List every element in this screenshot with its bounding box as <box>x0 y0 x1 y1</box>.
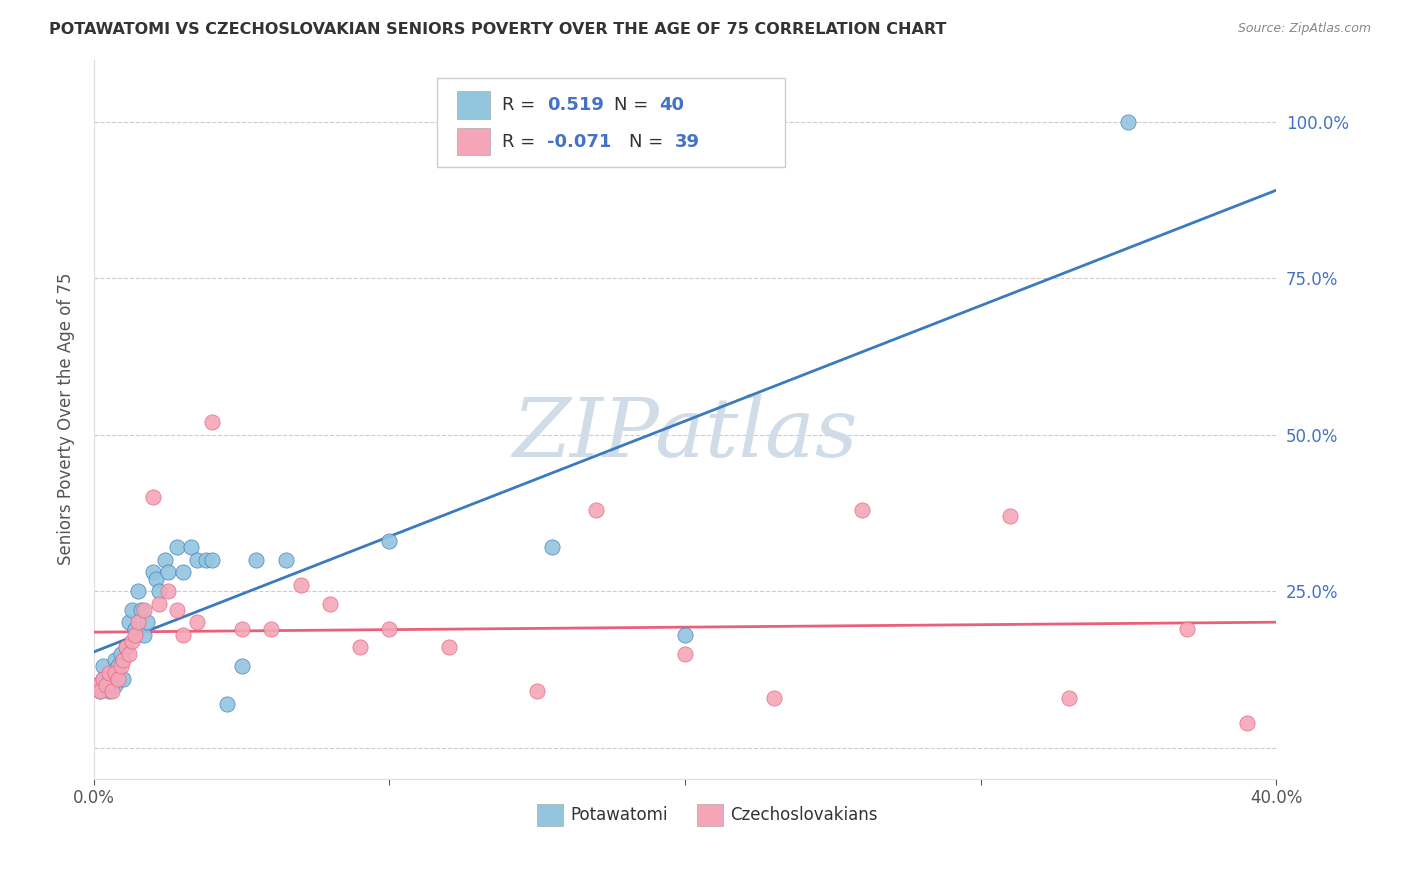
Point <box>172 566 194 580</box>
Point <box>91 659 114 673</box>
FancyBboxPatch shape <box>697 804 723 826</box>
Point <box>148 597 170 611</box>
FancyBboxPatch shape <box>537 804 564 826</box>
Point <box>274 553 297 567</box>
Point <box>195 553 218 567</box>
Point <box>134 628 156 642</box>
Point <box>142 491 165 505</box>
Point <box>86 678 108 692</box>
Point <box>201 415 224 429</box>
Text: R =: R = <box>502 133 541 151</box>
Point <box>290 578 312 592</box>
Text: 39: 39 <box>675 133 699 151</box>
Point <box>86 678 108 692</box>
Point <box>201 553 224 567</box>
Point <box>127 615 149 630</box>
Point <box>1177 622 1199 636</box>
Point <box>115 640 138 655</box>
Point <box>104 665 127 680</box>
Point <box>166 541 188 555</box>
FancyBboxPatch shape <box>457 128 489 155</box>
Point <box>107 672 129 686</box>
Point <box>142 566 165 580</box>
Point <box>998 509 1021 524</box>
Point <box>91 672 114 686</box>
Point <box>172 628 194 642</box>
Point <box>107 659 129 673</box>
Point <box>97 684 120 698</box>
Point <box>89 684 111 698</box>
Text: R =: R = <box>502 96 541 114</box>
Point <box>97 665 120 680</box>
Text: POTAWATOMI VS CZECHOSLOVAKIAN SENIORS POVERTY OVER THE AGE OF 75 CORRELATION CHA: POTAWATOMI VS CZECHOSLOVAKIAN SENIORS PO… <box>49 22 946 37</box>
Point <box>166 603 188 617</box>
Point <box>260 622 283 636</box>
Point <box>127 584 149 599</box>
Text: N =: N = <box>614 96 654 114</box>
Point <box>186 553 208 567</box>
Point <box>245 553 267 567</box>
Point <box>104 678 127 692</box>
Text: Czechoslovakians: Czechoslovakians <box>730 805 877 824</box>
Text: -0.071: -0.071 <box>547 133 612 151</box>
Point <box>91 672 114 686</box>
Point <box>148 584 170 599</box>
Point <box>110 659 132 673</box>
Point <box>673 628 696 642</box>
Point <box>378 622 401 636</box>
Point <box>100 684 122 698</box>
Point <box>118 615 141 630</box>
Point <box>129 603 152 617</box>
Point <box>110 647 132 661</box>
Text: 0.519: 0.519 <box>547 96 603 114</box>
Point <box>94 678 117 692</box>
Point <box>437 640 460 655</box>
Point <box>319 597 342 611</box>
FancyBboxPatch shape <box>457 91 489 119</box>
Point <box>118 647 141 661</box>
Point <box>541 541 564 555</box>
Text: Source: ZipAtlas.com: Source: ZipAtlas.com <box>1237 22 1371 36</box>
Point <box>526 684 548 698</box>
Point <box>124 622 146 636</box>
Point <box>134 603 156 617</box>
Point <box>153 553 176 567</box>
Point <box>115 640 138 655</box>
Text: N =: N = <box>630 133 669 151</box>
Point <box>378 534 401 549</box>
Point <box>100 665 122 680</box>
Text: 40: 40 <box>659 96 683 114</box>
Point <box>851 503 873 517</box>
Point <box>104 653 127 667</box>
Point <box>585 503 607 517</box>
Point <box>89 684 111 698</box>
Point <box>156 584 179 599</box>
Point <box>186 615 208 630</box>
Point <box>112 653 135 667</box>
Point <box>1236 715 1258 730</box>
Point <box>145 572 167 586</box>
Point <box>121 603 143 617</box>
Text: ZIPatlas: ZIPatlas <box>512 393 858 474</box>
Point <box>215 697 238 711</box>
Point <box>156 566 179 580</box>
Point <box>94 678 117 692</box>
Point <box>1057 690 1080 705</box>
Text: Potawatomi: Potawatomi <box>571 805 668 824</box>
Point <box>124 628 146 642</box>
Point <box>180 541 202 555</box>
Point <box>136 615 159 630</box>
Point <box>112 672 135 686</box>
Point <box>349 640 371 655</box>
Point <box>121 634 143 648</box>
Point <box>1118 115 1140 129</box>
Point <box>97 672 120 686</box>
Point <box>231 622 253 636</box>
Point <box>673 647 696 661</box>
Point <box>231 659 253 673</box>
Y-axis label: Seniors Poverty Over the Age of 75: Seniors Poverty Over the Age of 75 <box>58 273 75 566</box>
Point <box>762 690 785 705</box>
FancyBboxPatch shape <box>437 78 786 168</box>
